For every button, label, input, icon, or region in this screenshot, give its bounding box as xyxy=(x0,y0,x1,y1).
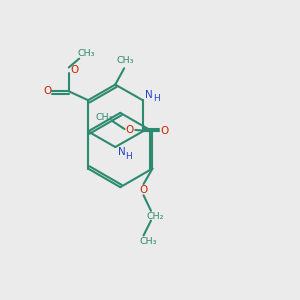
Text: H: H xyxy=(153,94,160,103)
Text: O: O xyxy=(43,86,51,96)
Text: CH₃: CH₃ xyxy=(96,113,113,122)
Text: O: O xyxy=(140,185,148,195)
Text: N: N xyxy=(118,147,126,158)
Text: H: H xyxy=(125,152,132,161)
Text: CH₃: CH₃ xyxy=(78,49,95,58)
Text: CH₃: CH₃ xyxy=(139,237,157,246)
Text: N: N xyxy=(146,90,153,100)
Text: CH₃: CH₃ xyxy=(117,56,134,65)
Text: O: O xyxy=(160,126,169,136)
Text: O: O xyxy=(70,65,78,76)
Text: O: O xyxy=(126,125,134,135)
Text: CH₂: CH₂ xyxy=(147,212,164,220)
